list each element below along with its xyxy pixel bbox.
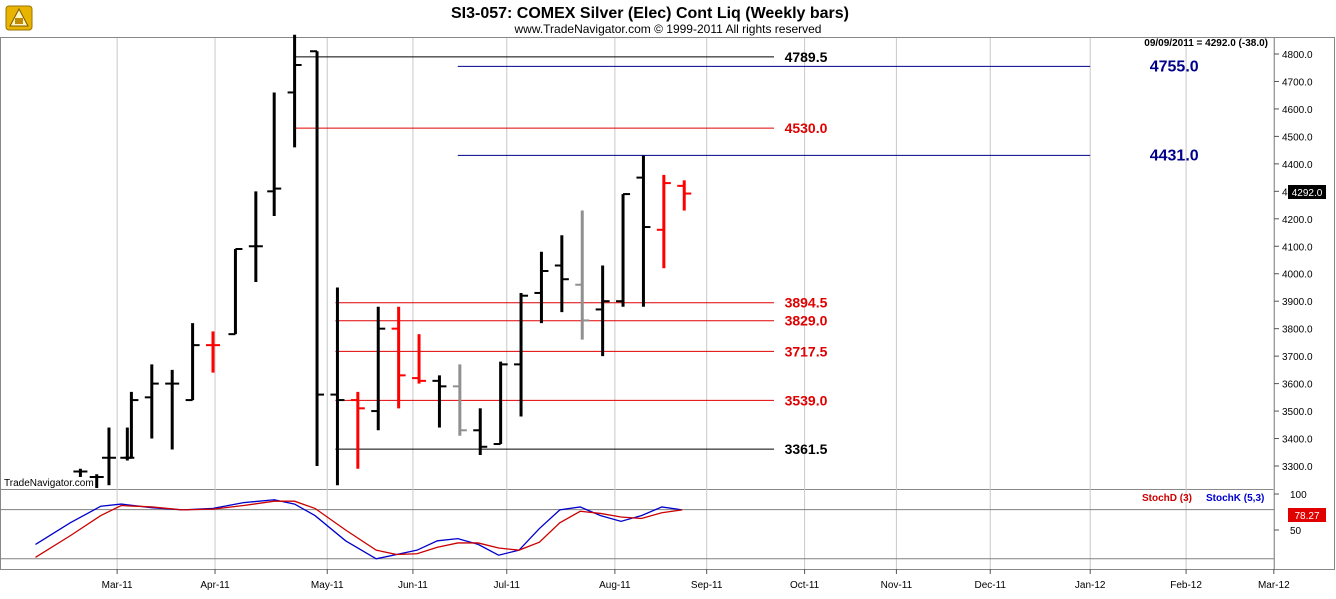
ohlc-bar xyxy=(206,331,220,373)
level-label: 3829.0 xyxy=(785,313,828,329)
price-tick-label: 4000.0 xyxy=(1282,270,1313,281)
price-panel-frame xyxy=(0,37,1275,490)
ohlc-bar xyxy=(677,180,692,211)
ohlc-bar xyxy=(432,375,447,428)
price-tick-label: 3500.0 xyxy=(1282,407,1313,418)
price-tick-label: 4600.0 xyxy=(1282,105,1313,116)
legend-stochk: StochK (5,3) xyxy=(1206,493,1264,504)
ohlc-bar xyxy=(89,474,104,488)
ohlc-bar xyxy=(391,306,406,409)
last-price-label: 4292.0 xyxy=(1292,188,1323,199)
stoch-value-badge xyxy=(1288,508,1326,522)
ohlc-bar xyxy=(534,251,549,324)
price-tick-label: 3800.0 xyxy=(1282,325,1313,336)
stoch-panel-frame xyxy=(0,489,1275,570)
price-tick-label: 3300.0 xyxy=(1282,462,1313,473)
level-label: 3894.5 xyxy=(785,295,828,311)
level-label: 4755.0 xyxy=(1150,58,1199,75)
price-tick-label: 4800.0 xyxy=(1282,50,1313,61)
stoch-tick-label: 100 xyxy=(1290,490,1307,501)
price-tick-label: 3900.0 xyxy=(1282,297,1313,308)
ohlc-bar xyxy=(473,408,488,456)
level-label: 4789.5 xyxy=(785,49,828,65)
ohlc-bar xyxy=(267,92,282,217)
month-tick-label: Feb-12 xyxy=(1170,580,1202,591)
axis-labels: 3300.0 3400.0 3500.0 3600.0 3700.0 3800.0 3900… xyxy=(102,50,1313,591)
ohlc-bar xyxy=(124,391,139,459)
ohlc-bar xyxy=(554,235,569,313)
last-price-badge xyxy=(1288,185,1326,199)
level-label: 3539.0 xyxy=(785,392,828,408)
ohlc-bar xyxy=(101,427,116,486)
legend-stochd: StochD (3) xyxy=(1142,493,1192,504)
ohlc-bar xyxy=(228,248,243,336)
price-tick-label: 3400.0 xyxy=(1282,435,1313,446)
stoch-value-label: 78.27 xyxy=(1294,511,1319,522)
ohlc-bar xyxy=(144,364,159,439)
month-tick-label: Jun-11 xyxy=(398,580,428,591)
ohlc-bar xyxy=(595,265,610,357)
copyright-text: www.TradeNavigator.com © 1999-2011 All r… xyxy=(514,22,822,36)
price-axis-frame xyxy=(1274,37,1335,570)
ohlc-bar xyxy=(248,191,263,282)
ohlc-bar xyxy=(616,193,631,307)
stoch-tick-label: 50 xyxy=(1290,526,1302,537)
month-tick-label: Sep-11 xyxy=(691,580,723,591)
stochd-line xyxy=(35,500,683,558)
month-tick-label: Nov-11 xyxy=(881,580,913,591)
month-tick-label: Aug-11 xyxy=(599,580,631,591)
month-tick-label: Jul-11 xyxy=(494,580,521,591)
price-tick-label: 4400.0 xyxy=(1282,160,1313,171)
price-tick-label: 4100.0 xyxy=(1282,242,1313,253)
month-tick-label: May-11 xyxy=(311,580,344,591)
price-tick-label: 3700.0 xyxy=(1282,352,1313,363)
ohlc-bar xyxy=(185,323,200,402)
ohlc-bar xyxy=(350,391,365,469)
price-tick-label: 3600.0 xyxy=(1282,380,1313,391)
ohlc-bar xyxy=(287,34,302,148)
ohlc-bar xyxy=(514,292,529,417)
price-tick-label: 4500.0 xyxy=(1282,132,1313,143)
chart-title: SI3-057: COMEX Silver (Elec) Cont Liq (W… xyxy=(451,5,849,22)
level-label: 3717.5 xyxy=(785,343,828,359)
ohlc-bar xyxy=(412,334,427,384)
price-tick-label: 4200.0 xyxy=(1282,215,1313,226)
ohlc-bar xyxy=(73,468,88,477)
month-tick-label: Oct-11 xyxy=(790,580,820,591)
month-tick-label: Mar-12 xyxy=(1258,580,1290,591)
price-levels: 4789.5 4755.0 4530.0 4431.0 3894.5 3829.0 3717… xyxy=(294,49,1199,457)
ohlc-bar xyxy=(493,361,508,446)
stoch-lines xyxy=(0,499,1274,560)
ohlc-bar xyxy=(452,364,467,436)
month-tick-label: Mar-11 xyxy=(102,580,133,591)
level-label: 3361.5 xyxy=(785,441,828,457)
grid xyxy=(116,38,1275,569)
quote-readout: 09/09/2011 = 4292.0 (-38.0) xyxy=(1144,38,1268,49)
ohlc-bars xyxy=(73,34,692,488)
level-label: 4530.0 xyxy=(785,120,828,136)
ohlc-bar xyxy=(656,174,671,269)
ohlc-bar xyxy=(575,210,590,340)
tradenavigator-logo xyxy=(5,5,33,31)
month-tick-label: Apr-11 xyxy=(200,580,230,591)
ohlc-bar xyxy=(330,287,345,486)
ohlc-bar xyxy=(636,155,651,307)
month-tick-label: Jan-12 xyxy=(1075,580,1106,591)
ohlc-bar xyxy=(310,50,325,466)
ohlc-bar xyxy=(165,369,180,450)
watermark-text: TradeNavigator.com xyxy=(4,478,94,489)
price-tick-label: 4700.0 xyxy=(1282,77,1313,88)
month-tick-label: Dec-11 xyxy=(974,580,1006,591)
level-label: 4431.0 xyxy=(1150,147,1199,164)
ohlc-bar xyxy=(371,306,386,431)
